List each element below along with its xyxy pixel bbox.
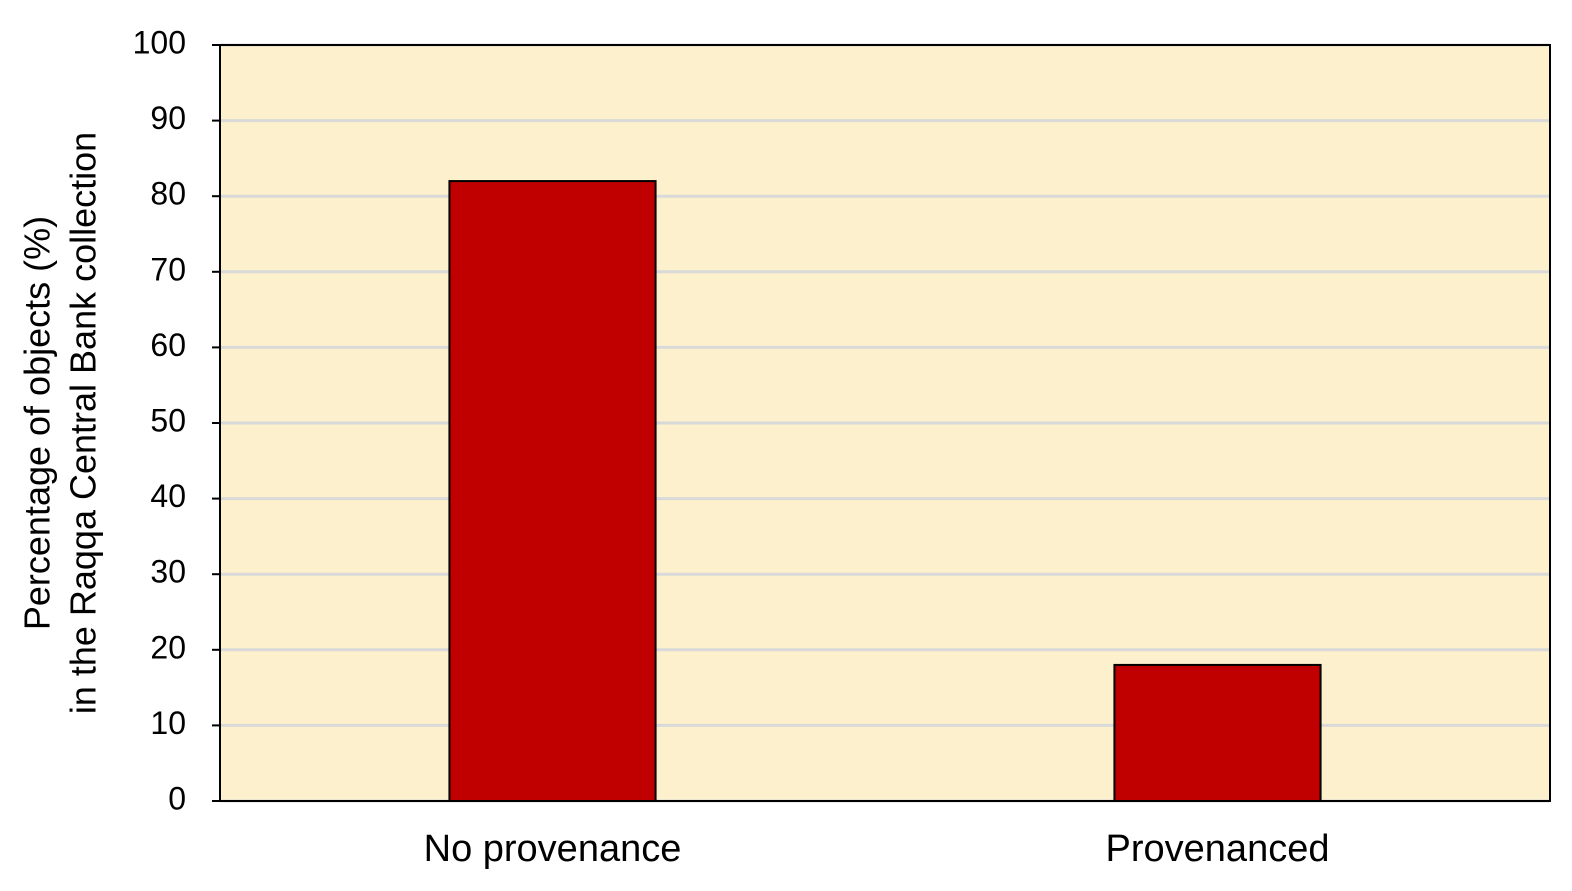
y-axis-label-line: in the Raqqa Central Bank collection bbox=[63, 132, 104, 714]
x-tick-label: No provenance bbox=[424, 828, 682, 870]
bar bbox=[448, 180, 657, 802]
y-tick-label: 70 bbox=[150, 251, 186, 287]
plot-border bbox=[219, 44, 1551, 802]
y-axis-label-line: Percentage of objects (%) bbox=[17, 216, 58, 630]
y-tick-label: 30 bbox=[150, 554, 186, 590]
y-tick-label: 90 bbox=[150, 100, 186, 136]
y-tick-label: 100 bbox=[133, 24, 186, 60]
x-tick-label: Provenanced bbox=[1106, 828, 1330, 870]
y-tick-label: 40 bbox=[150, 478, 186, 514]
y-tick-label: 10 bbox=[150, 705, 186, 741]
y-tick-label: 20 bbox=[150, 629, 186, 665]
y-axis-label: Percentage of objects (%) in the Raqqa C… bbox=[17, 132, 104, 714]
y-tick-label: 0 bbox=[168, 780, 186, 816]
y-tick-label: 60 bbox=[150, 327, 186, 363]
bar bbox=[1113, 663, 1322, 802]
y-tick-label: 80 bbox=[150, 176, 186, 212]
y-tick-label: 50 bbox=[150, 402, 186, 438]
